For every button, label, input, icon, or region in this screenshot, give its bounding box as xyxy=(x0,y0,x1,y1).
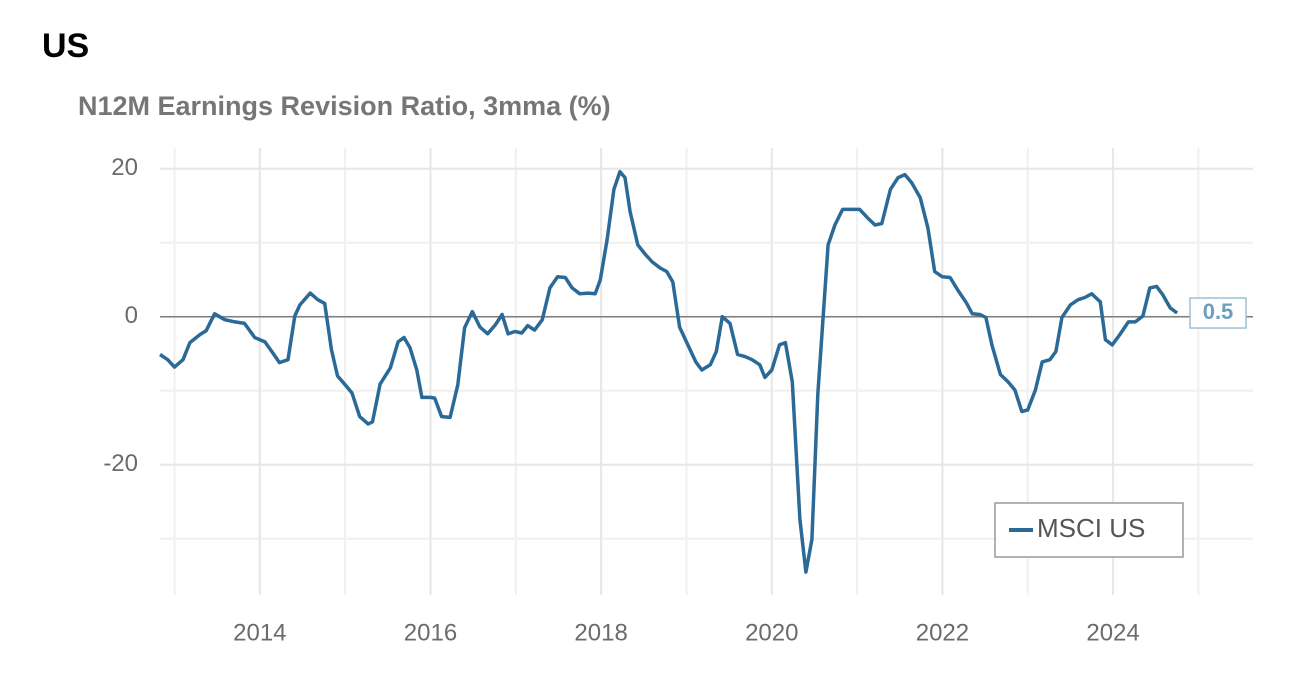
end-label-box xyxy=(1189,297,1247,329)
end-label: 0.5 xyxy=(1203,299,1234,324)
chart-subtitle: N12M Earnings Revision Ratio, 3mma (%) xyxy=(78,91,611,121)
x-tick-label: 2020 xyxy=(745,619,798,646)
series-line xyxy=(159,169,1179,574)
chart-title: US xyxy=(42,27,89,65)
x-tick-label: 2022 xyxy=(916,619,969,646)
x-tick-label: 2024 xyxy=(1086,619,1139,646)
y-tick-label: 20 xyxy=(111,154,138,181)
x-tick-label: 2016 xyxy=(404,619,457,646)
x-tick-label: 2018 xyxy=(574,619,627,646)
y-tick-label: -20 xyxy=(103,450,138,477)
y-tick-label: 0 xyxy=(125,302,138,329)
x-tick-label: 2014 xyxy=(233,619,286,646)
legend-label: MSCI US xyxy=(1037,513,1145,543)
